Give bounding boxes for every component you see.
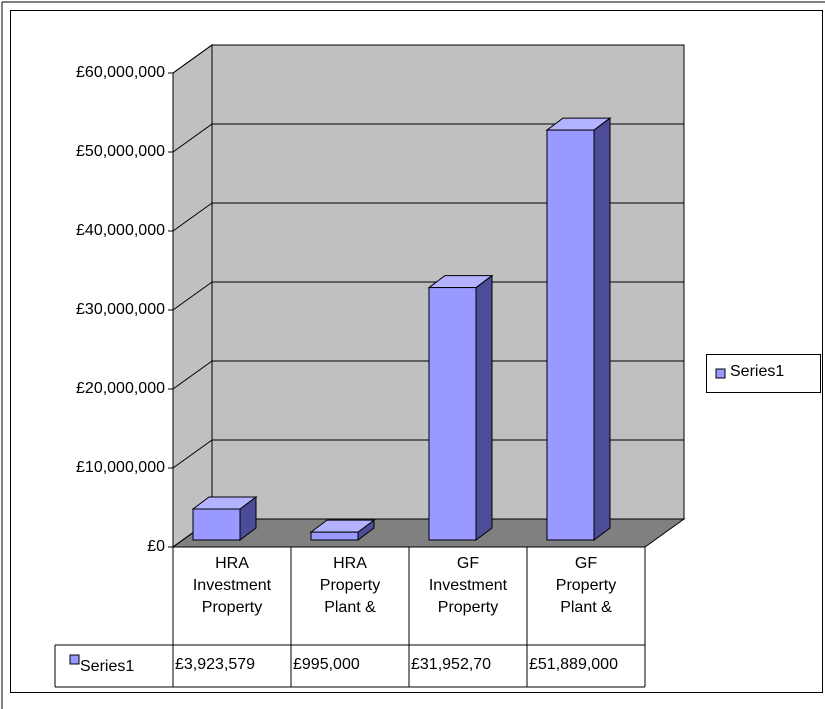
y-tick-label: £40,000,000 bbox=[76, 222, 165, 239]
bar bbox=[192, 508, 241, 541]
bar bbox=[310, 531, 359, 541]
grid-line bbox=[172, 202, 213, 232]
bar bbox=[546, 129, 595, 541]
y-tick-label: £0 bbox=[147, 538, 165, 555]
data-label: £51,889,000 bbox=[529, 656, 618, 673]
data-label: £3,923,579 bbox=[175, 656, 256, 673]
grid-line bbox=[172, 439, 213, 469]
grid-line bbox=[172, 281, 213, 311]
legend-key bbox=[69, 654, 80, 665]
category-label: HRA Property Plant & bbox=[319, 555, 381, 616]
category-label: HRA Investment Property bbox=[192, 555, 272, 616]
series-label: Series1 bbox=[80, 658, 135, 675]
grid-line bbox=[172, 123, 213, 153]
data-label: £31,952,70 bbox=[411, 656, 492, 673]
grid-line bbox=[172, 360, 213, 390]
bar-side bbox=[475, 274, 493, 541]
y-tick-label: £50,000,000 bbox=[76, 143, 165, 160]
data-label: £995,000 bbox=[293, 656, 360, 673]
bar-side bbox=[593, 117, 611, 541]
bar bbox=[428, 287, 477, 541]
y-tick-label: £20,000,000 bbox=[76, 380, 165, 397]
grid-line bbox=[172, 44, 213, 74]
y-tick-label: £30,000,000 bbox=[76, 301, 165, 318]
category-label: GF Investment Property bbox=[428, 555, 508, 616]
y-tick-label: £10,000,000 bbox=[76, 459, 165, 476]
y-tick-label: £60,000,000 bbox=[76, 64, 165, 81]
category-label: GF Property Plant & bbox=[555, 555, 617, 616]
legend-label: Series1 bbox=[730, 363, 785, 380]
legend-key bbox=[715, 368, 726, 379]
